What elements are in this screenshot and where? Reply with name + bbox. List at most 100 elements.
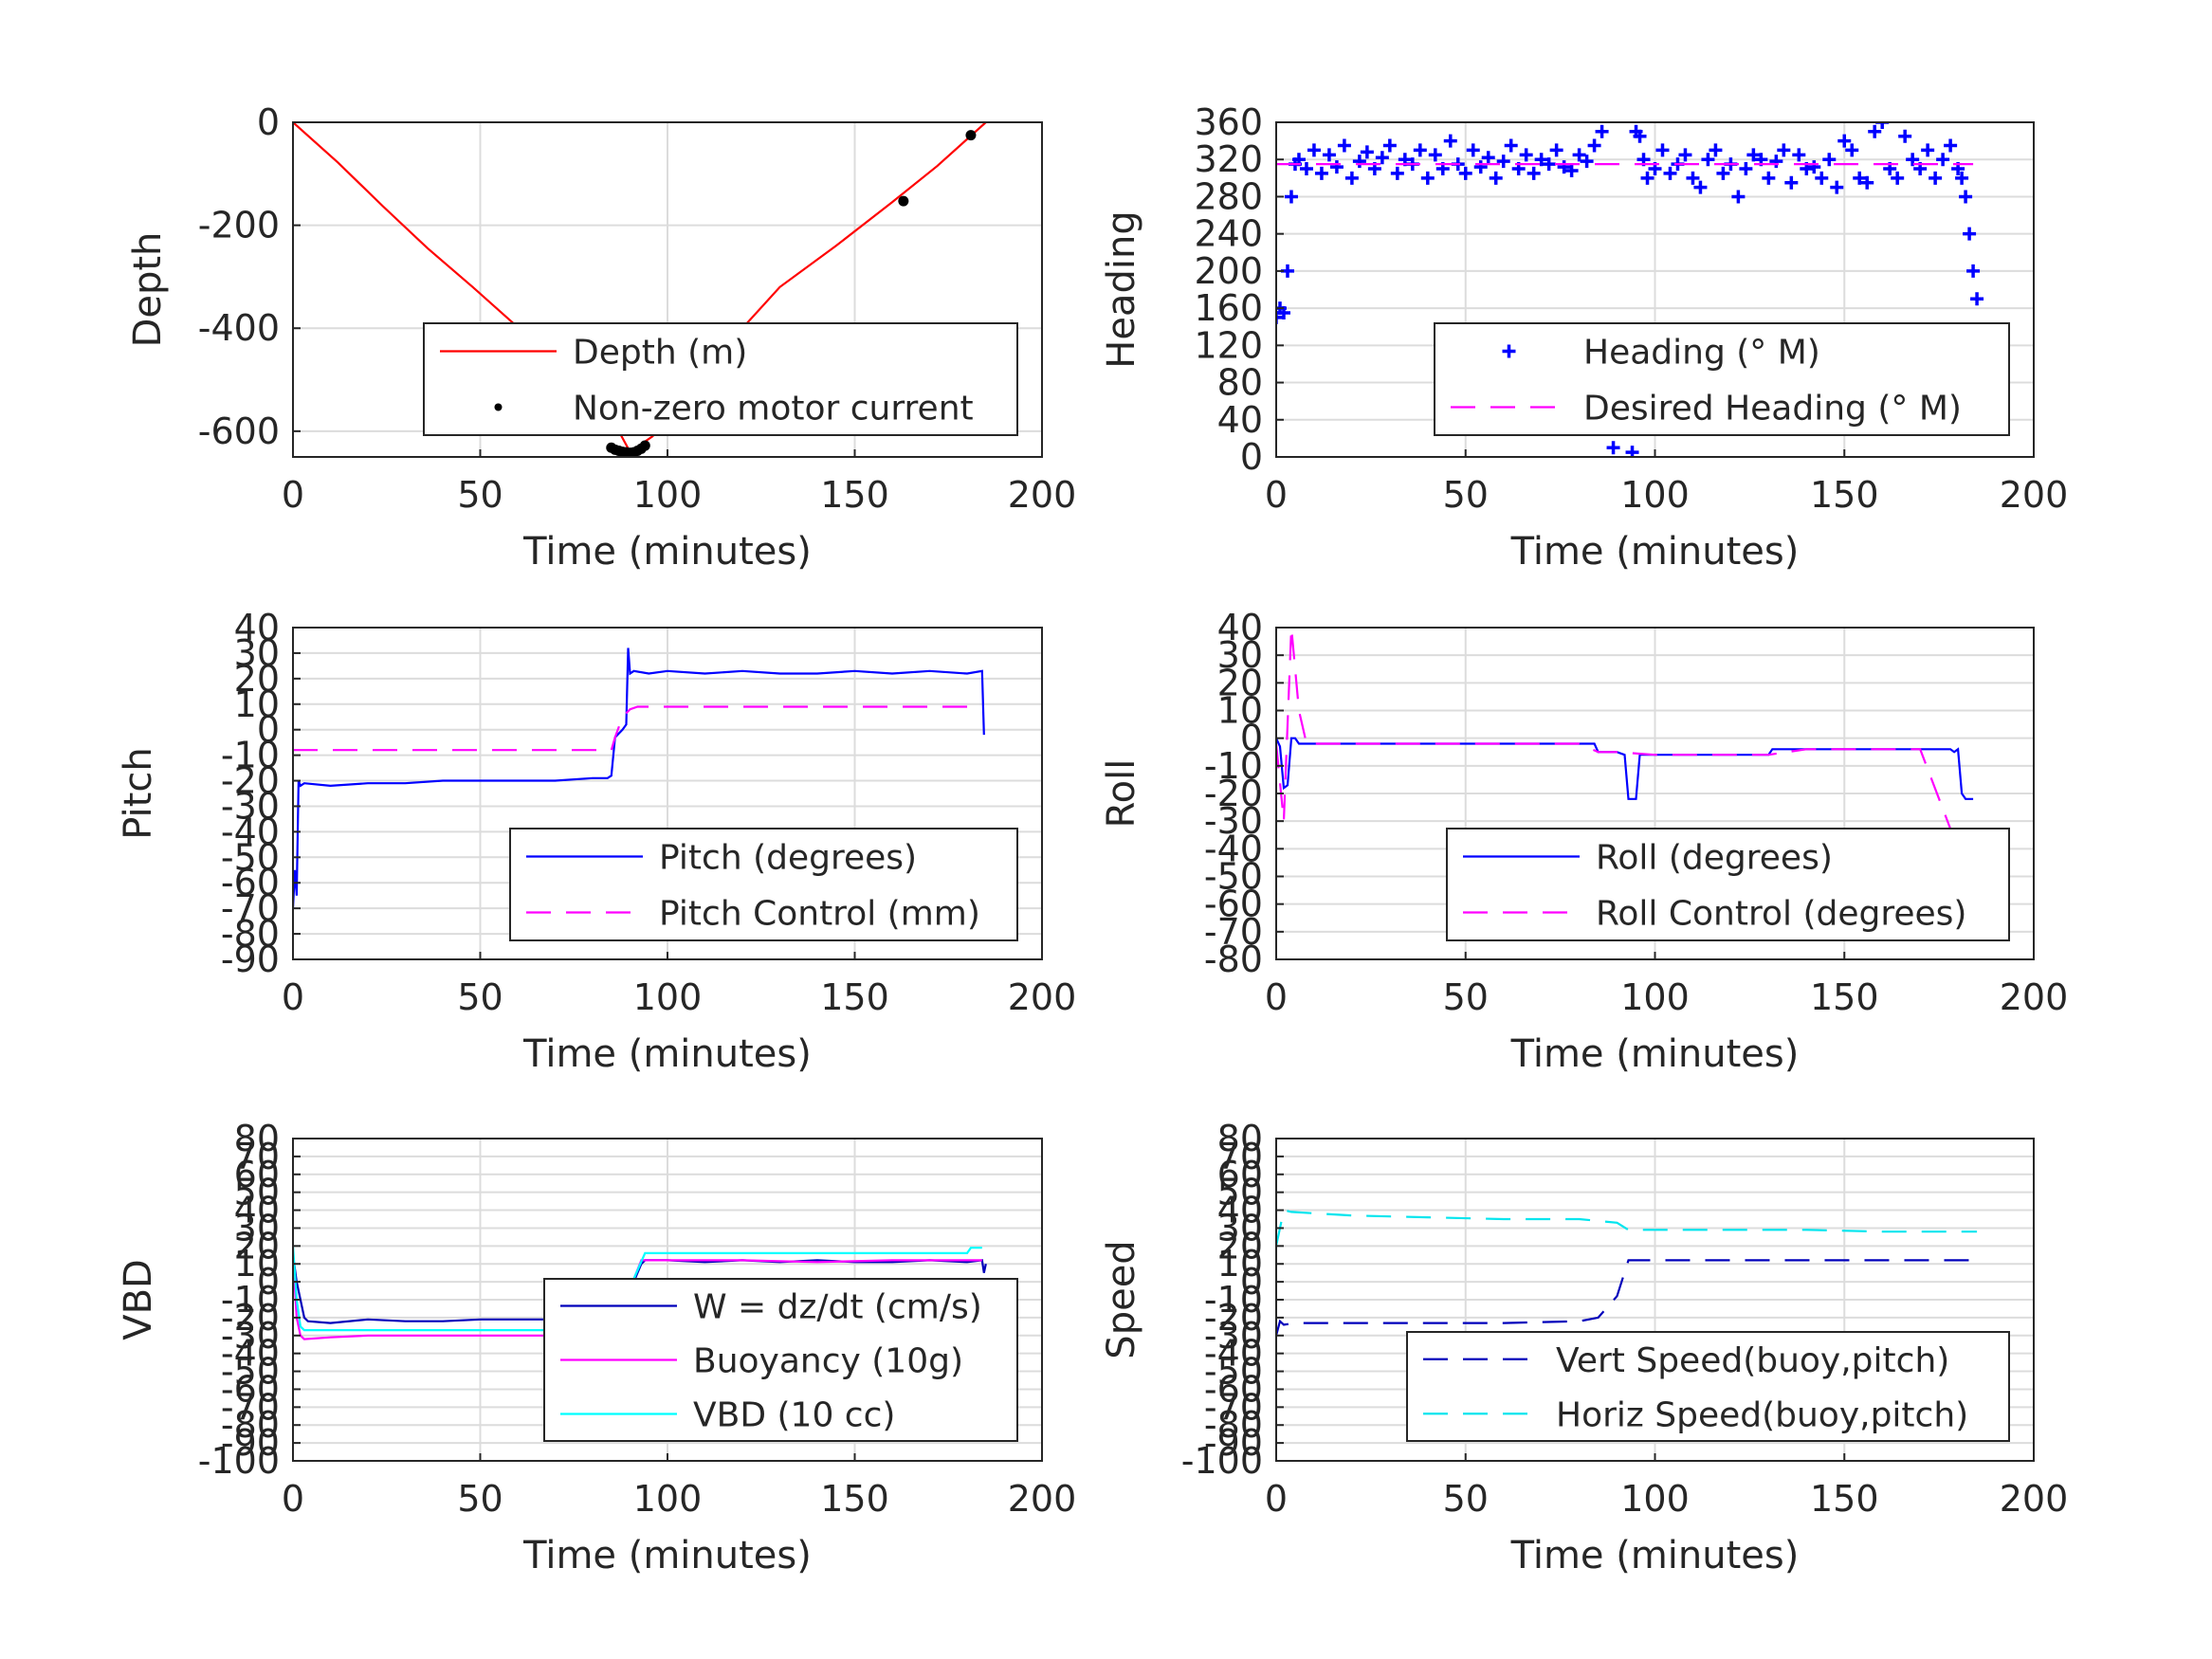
series-heading-m-point <box>1792 148 1806 162</box>
y-tick-label: -70 <box>221 887 280 929</box>
series-heading-m-point <box>1966 264 1981 278</box>
y-tick-label: -100 <box>1181 1440 1263 1482</box>
legend-label: Roll Control (degrees) <box>1596 895 1966 934</box>
y-tick-label: 80 <box>1217 1118 1263 1159</box>
y-tick-label: 40 <box>1217 607 1263 648</box>
y-axis-label: VBD <box>117 1259 160 1340</box>
legend-label: Heading (° M) <box>1583 334 1820 373</box>
series-heading-m-point <box>1580 155 1594 169</box>
y-tick-label: 60 <box>234 1154 280 1195</box>
series-non-zero-motor-current-point <box>965 130 977 141</box>
series-heading-m-point <box>1428 148 1442 162</box>
y-tick-label: 70 <box>1217 1136 1263 1177</box>
x-axis-label: Time (minutes) <box>1510 1032 1800 1076</box>
x-tick-label: 0 <box>282 474 304 516</box>
y-tick-label: -60 <box>1204 1368 1263 1410</box>
y-tick-label: -70 <box>1204 911 1263 953</box>
x-tick-label: 200 <box>1008 1478 1077 1520</box>
series-heading-m-point <box>1382 138 1397 153</box>
y-tick-label: 20 <box>234 1225 280 1267</box>
y-tick-label: -80 <box>1204 939 1263 980</box>
series-group <box>1276 122 1984 457</box>
series-pitch-control-mm <box>293 705 982 752</box>
y-tick-label: -70 <box>1204 1386 1263 1428</box>
y-tick-label: -40 <box>221 811 280 852</box>
series-heading-m-point <box>1633 129 1647 143</box>
x-tick-label: 150 <box>820 1478 889 1520</box>
legend: Pitch (degrees) Pitch Control (mm) <box>509 828 1018 941</box>
y-tick-label: -90 <box>221 1422 280 1464</box>
series-heading-m-point <box>1322 148 1336 162</box>
series-heading-m-point <box>1777 143 1791 157</box>
y-tick-label: -10 <box>221 735 280 776</box>
series-heading-m-point <box>1595 124 1609 138</box>
y-tick-label: -90 <box>221 939 280 980</box>
series-heading-m-point <box>1970 292 1984 306</box>
x-tick-label: 150 <box>820 474 889 516</box>
series-heading-m-point <box>1496 155 1510 169</box>
x-tick-label: 150 <box>1810 1478 1879 1520</box>
series-heading-m-point <box>1473 160 1488 174</box>
y-tick-label: -50 <box>221 836 280 878</box>
x-tick-label: 200 <box>2000 474 2069 516</box>
x-tick-label: 0 <box>282 976 304 1018</box>
y-axis-label: Roll <box>1100 759 1143 829</box>
y-tick-label: 160 <box>1194 287 1263 329</box>
series-heading-m-point <box>1344 171 1359 185</box>
legend-label: Pitch Control (mm) <box>659 895 980 934</box>
y-tick-label: -50 <box>221 1351 280 1393</box>
y-tick-label: 40 <box>1217 399 1263 441</box>
series-heading-m-point <box>1360 145 1374 159</box>
series-heading-m-point <box>1963 227 1977 241</box>
series-heading-m-point <box>1663 166 1677 180</box>
x-axis-label: Time (minutes) <box>522 1534 812 1577</box>
legend-label: Horiz Speed(buoy,pitch) <box>1556 1395 1968 1434</box>
y-tick-label: -10 <box>221 1279 280 1321</box>
y-tick-label: 120 <box>1194 324 1263 366</box>
series-heading-m-point <box>1375 151 1389 165</box>
legend-box <box>509 828 1018 941</box>
series-heading-m-point <box>1587 138 1601 153</box>
series-heading-m-point <box>1534 153 1548 167</box>
legend-swatch <box>494 403 503 411</box>
x-tick-label: 50 <box>1443 474 1489 516</box>
series-heading-m-point <box>1746 148 1761 162</box>
y-tick-label: 30 <box>234 1207 280 1249</box>
y-tick-label: 0 <box>1240 718 1263 759</box>
series-heading-m-point <box>1709 143 1723 157</box>
y-tick-label: -10 <box>1204 745 1263 787</box>
x-tick-label: 50 <box>1443 1478 1489 1520</box>
y-tick-label: 50 <box>1217 1172 1263 1213</box>
series-heading-m-point <box>1762 171 1776 185</box>
y-axis-label: Speed <box>1100 1240 1143 1358</box>
series-heading-m-point <box>1542 157 1556 172</box>
y-tick-label: -40 <box>1204 828 1263 869</box>
series-heading-m-point <box>1959 190 1973 204</box>
series-horiz-speed-buoy-pitch <box>1276 1209 1978 1247</box>
series-heading-m-point <box>1526 166 1541 180</box>
y-tick-label: -80 <box>221 913 280 955</box>
x-tick-label: 0 <box>282 1478 304 1520</box>
y-tick-label: 40 <box>234 607 280 648</box>
y-tick-label: 40 <box>234 1190 280 1231</box>
y-tick-label: -60 <box>221 862 280 903</box>
x-tick-label: 200 <box>1008 976 1077 1018</box>
y-axis-label: Heading <box>1100 210 1143 368</box>
series-non-zero-motor-current-point <box>898 195 909 207</box>
series-heading-m-point <box>1307 143 1321 157</box>
y-tick-label: -90 <box>1204 1422 1263 1464</box>
legend-label: Non-zero motor current <box>573 390 974 428</box>
series-heading-m-point <box>1853 171 1867 185</box>
y-tick-label: -400 <box>198 307 280 349</box>
series-heading-m-point <box>1891 171 1905 185</box>
y-tick-label: 50 <box>234 1172 280 1213</box>
series-heading-m-point <box>1845 143 1859 157</box>
series-heading-m-point <box>1769 155 1783 169</box>
series-heading-m-point <box>1458 166 1472 180</box>
series-heading-m-point <box>1906 153 1920 167</box>
y-tick-label: 20 <box>234 658 280 700</box>
series-heading-m-point <box>1822 153 1837 167</box>
series-heading-m-point <box>1837 134 1852 148</box>
y-axis-label: Depth <box>126 232 170 348</box>
